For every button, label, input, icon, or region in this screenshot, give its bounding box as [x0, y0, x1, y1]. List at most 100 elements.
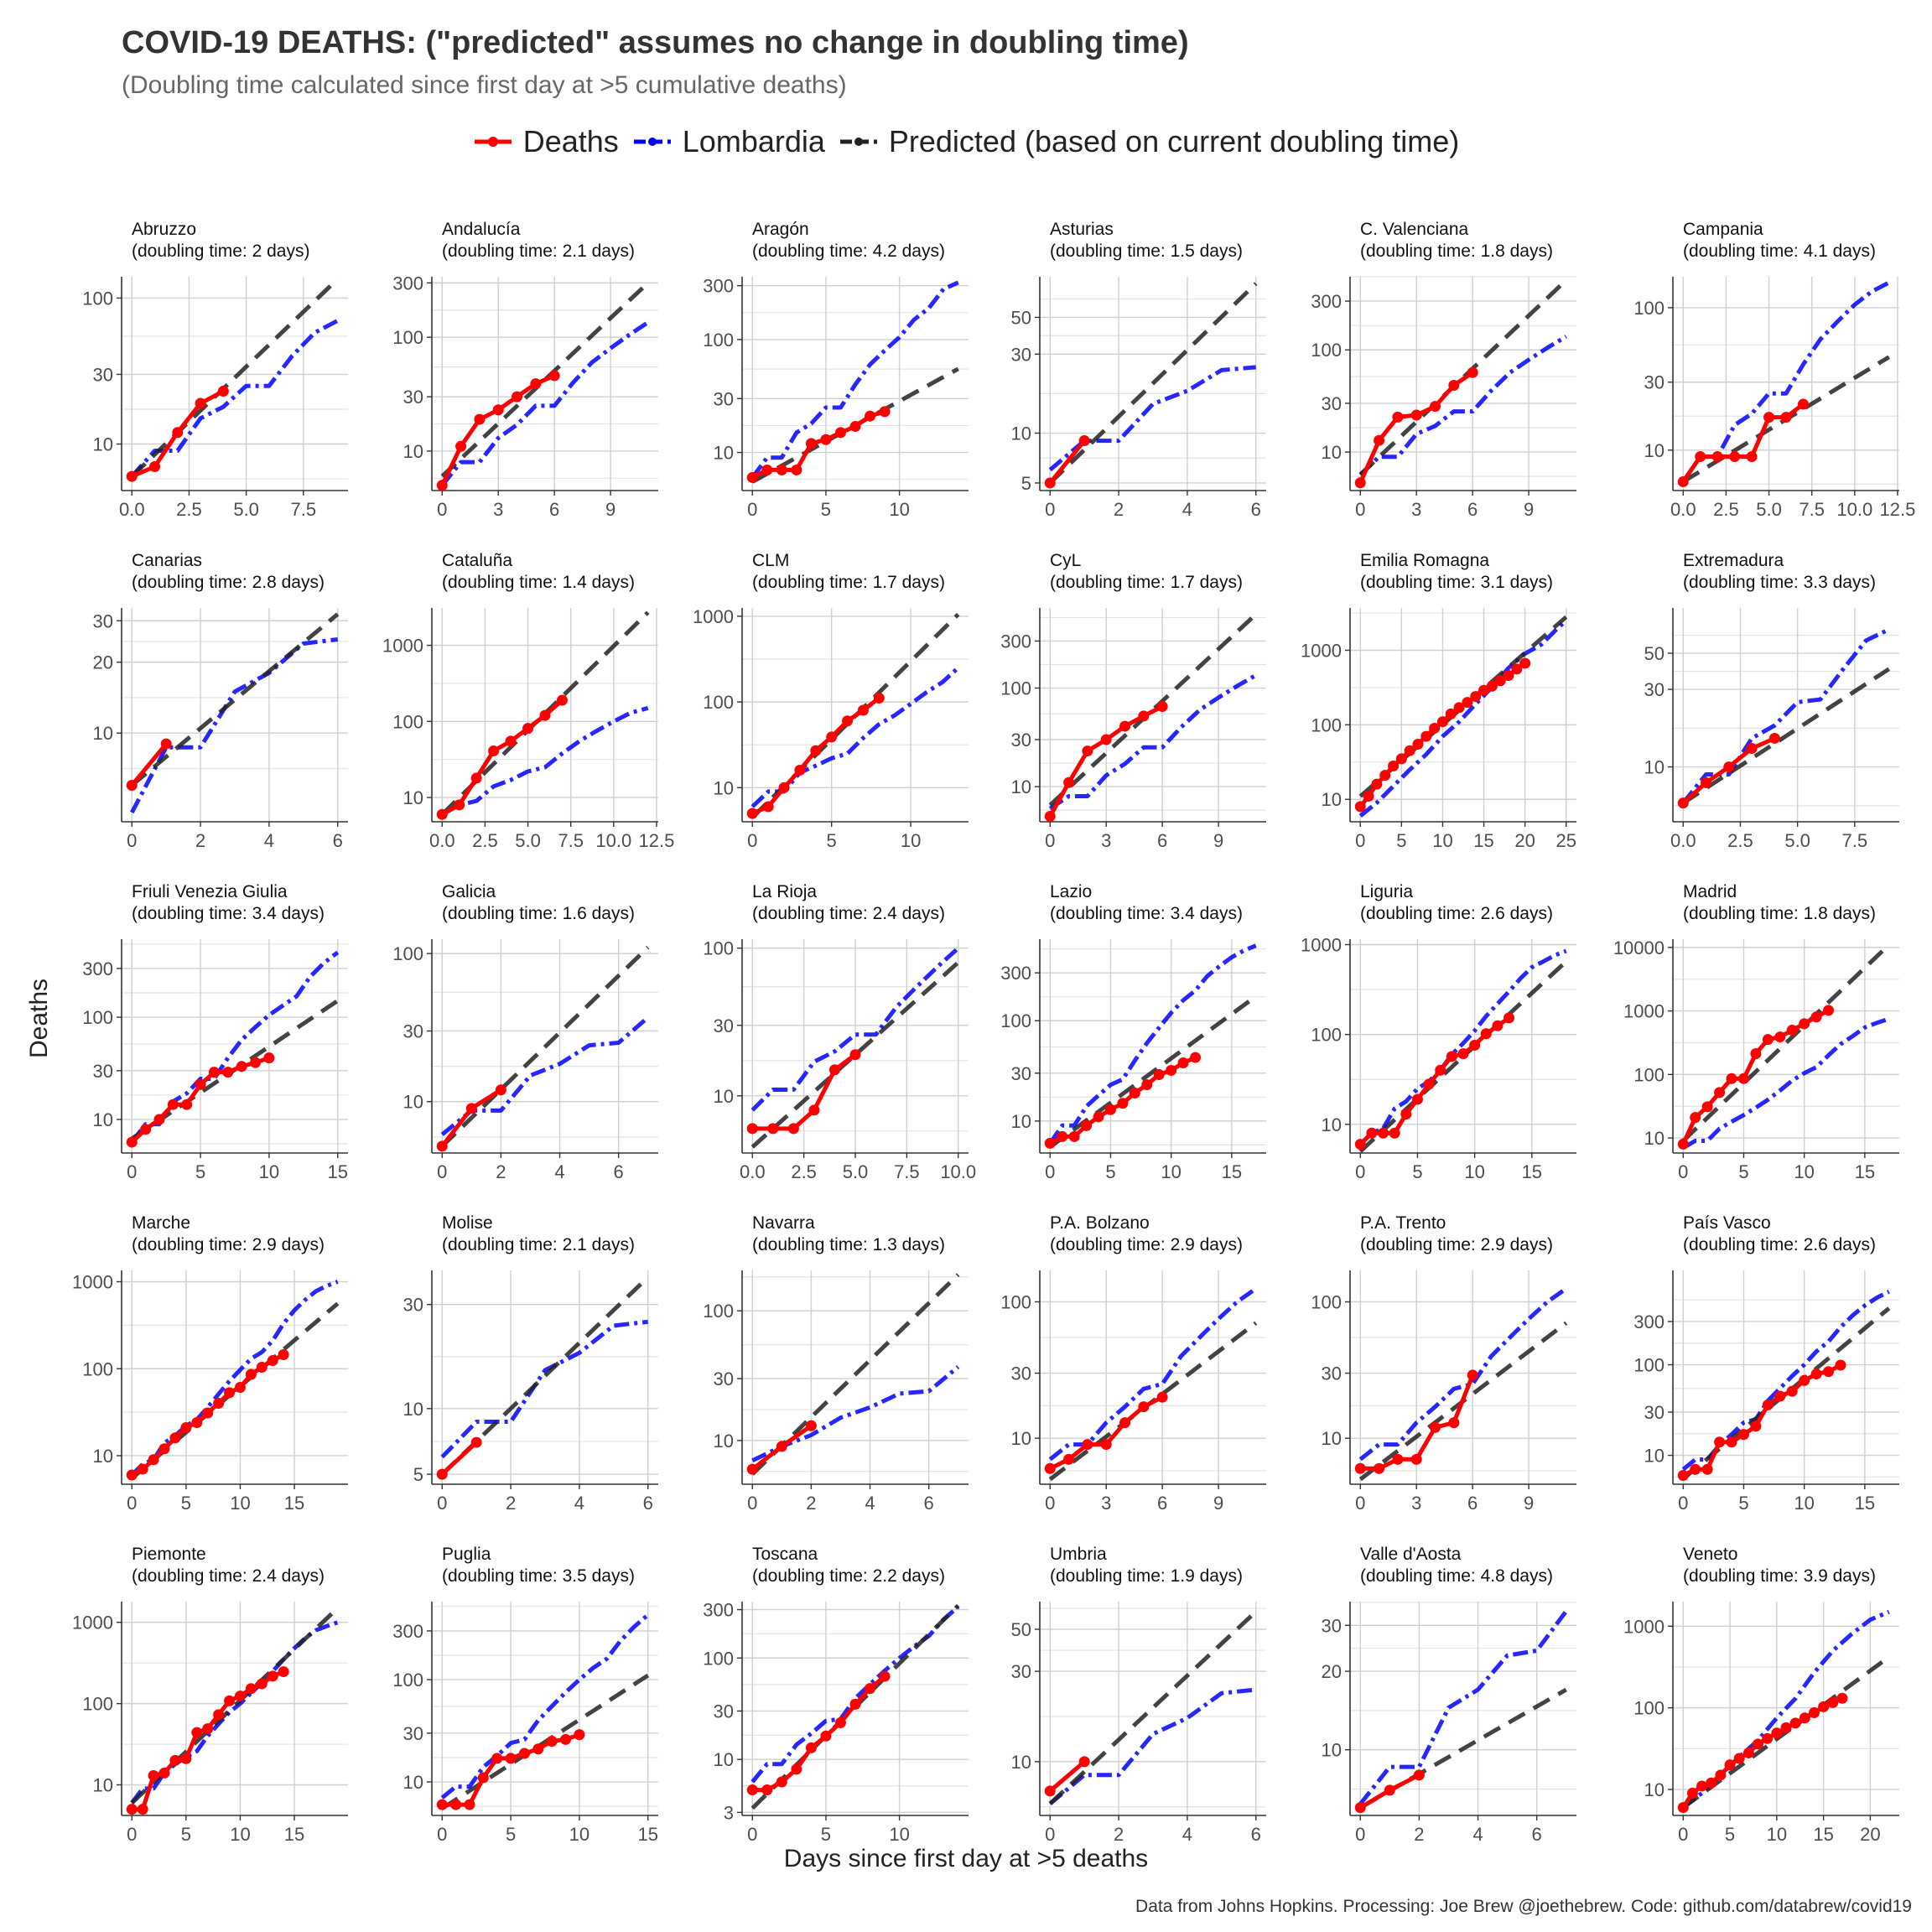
facet-title-line: (doubling time: 1.7 days) — [1050, 573, 1243, 592]
deaths-point — [263, 1052, 275, 1064]
y-tick-label: 100 — [82, 288, 113, 309]
series-group — [1044, 1286, 1258, 1482]
deaths-point — [148, 1454, 159, 1466]
deaths-point — [465, 1103, 477, 1114]
x-tick-label: 6 — [1251, 1824, 1261, 1845]
chart-title: COVID-19 DEATHS: ("predicted" assumes no… — [122, 25, 1189, 60]
deaths-point — [1799, 1018, 1810, 1030]
deaths-point — [436, 1468, 448, 1480]
facet-title-line: Marche — [132, 1213, 190, 1233]
lombardia-line — [750, 946, 960, 1112]
deaths-point — [778, 782, 790, 793]
y-tick-label: 300 — [1000, 631, 1031, 652]
deaths-point — [1726, 1436, 1737, 1448]
series-group — [1354, 1286, 1568, 1482]
x-tick-label: 15 — [1855, 1493, 1875, 1514]
deaths-point — [1044, 1462, 1056, 1474]
deaths-point — [746, 471, 758, 483]
deaths-point — [1057, 1130, 1068, 1142]
lombardia-line — [1681, 627, 1890, 805]
deaths-point — [234, 1690, 246, 1702]
x-tick-label: 6 — [549, 499, 559, 520]
series-group — [436, 946, 650, 1152]
deaths-point — [865, 1683, 876, 1695]
x-tick-label: 0 — [1355, 830, 1365, 851]
deaths-point — [1690, 1463, 1701, 1475]
x-tick-label: 15 — [637, 1824, 657, 1845]
x-tick-label: 4 — [1472, 1824, 1483, 1845]
y-tick-label: 1000 — [1301, 640, 1342, 661]
lombardia-line — [1358, 1286, 1568, 1462]
series-group — [1677, 1609, 1891, 1814]
y-tick-label: 100 — [1633, 298, 1665, 319]
series-group — [746, 1273, 960, 1476]
facet-title-line: Emilia Romagna — [1360, 551, 1489, 570]
deaths-point — [477, 1772, 489, 1784]
chart-subtitle: (Doubling time calculated since first da… — [122, 71, 847, 99]
deaths-point — [224, 1387, 236, 1399]
deaths-point — [208, 1067, 220, 1078]
x-tick-label: 5.0 — [1756, 499, 1782, 520]
x-tick-label: 0 — [1045, 499, 1055, 520]
predicted-line — [1048, 612, 1258, 807]
y-tick-label: 30 — [1322, 393, 1342, 414]
y-tick-label: 10 — [403, 441, 423, 462]
facet-umbria: Umbria (doubling time: 1.9 days) 10 30 50 0 2 4… — [1011, 1545, 1266, 1845]
y-tick-label: 100 — [703, 1648, 734, 1669]
deaths-point — [1082, 745, 1093, 757]
facet-puglia: Puglia(doubling time: 3.5 days)103010030… — [392, 1545, 658, 1845]
y-tick-label: 10 — [1011, 423, 1031, 444]
deaths-point — [1044, 1137, 1056, 1149]
x-tick-label: 6 — [1157, 1493, 1167, 1514]
facet-andalucia: Andalucía(doubling time: 2.1 days)103010… — [392, 220, 658, 520]
x-tick-label: 6 — [1157, 830, 1167, 851]
facet-title-line: (doubling time: 4.1 days) — [1683, 242, 1876, 261]
y-tick-label: 30 — [714, 1701, 734, 1722]
deaths-point — [1093, 1111, 1104, 1123]
y-tick-label: 10 — [1011, 776, 1031, 797]
y-tick-label: 10 — [93, 723, 113, 744]
facet-title-line: Navarra — [752, 1213, 815, 1233]
y-tick-label: 100 — [1000, 1291, 1031, 1312]
facet-friuli-venezia-giulia: Friuli Venezia Giulia (doubling time: 3.4… — [82, 882, 348, 1182]
deaths-point — [762, 801, 774, 813]
y-tick-label: 10 — [93, 1446, 113, 1467]
deaths-point — [1690, 1112, 1701, 1124]
deaths-point — [1737, 1429, 1749, 1441]
deaths-point — [1677, 1802, 1689, 1814]
deaths-line — [751, 409, 886, 480]
x-tick-label: 4 — [554, 1161, 564, 1182]
y-tick-label: 10 — [403, 1092, 423, 1113]
y-tick-label: 10 — [1644, 1779, 1665, 1800]
deaths-point — [842, 715, 854, 727]
x-tick-label: 12.5 — [1880, 499, 1916, 520]
deaths-point — [1446, 1051, 1457, 1062]
x-tick-label: 10 — [901, 830, 921, 851]
series-group — [126, 277, 340, 482]
y-tick-label: 30 — [1322, 1615, 1342, 1636]
x-axis-label: Days since first day at >5 deaths — [783, 1845, 1149, 1872]
y-tick-label: 300 — [703, 276, 734, 297]
x-tick-label: 9 — [605, 499, 615, 520]
deaths-point — [149, 460, 161, 472]
series-group — [1354, 278, 1568, 489]
deaths-point — [834, 427, 846, 439]
x-tick-label: 0.0 — [1670, 499, 1696, 520]
facet-title-line: Aragón — [752, 220, 809, 239]
facet-p-a-trento: P.A. Trento(doubling time: 2.9 days)1030… — [1311, 1213, 1576, 1514]
deaths-point — [1354, 1462, 1366, 1474]
y-tick-label: 10 — [1322, 1740, 1342, 1761]
y-tick-label: 10 — [1322, 1428, 1342, 1449]
deaths-point — [1389, 1127, 1400, 1139]
y-tick-label: 1000 — [693, 606, 734, 627]
deaths-line — [1048, 439, 1087, 485]
y-tick-label: 30 — [1644, 679, 1665, 700]
y-tick-label: 300 — [392, 1621, 423, 1642]
x-tick-label: 10 — [230, 1824, 250, 1845]
deaths-point — [1786, 1385, 1798, 1397]
facet-title-line: (doubling time: 4.2 days) — [752, 242, 945, 261]
facet-toscana: Toscana(doubling time: 2.2 days)31030100… — [703, 1545, 969, 1845]
deaths-point — [1706, 1777, 1717, 1789]
legend: Deaths Lombardia Predicted (based on cur… — [0, 124, 1932, 159]
